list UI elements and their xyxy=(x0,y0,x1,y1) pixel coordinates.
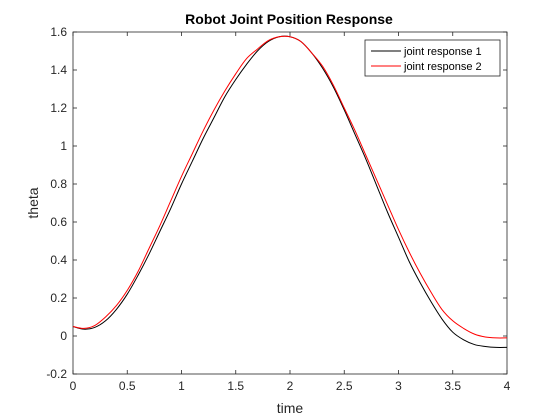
x-tick-label: 3 xyxy=(395,379,402,393)
series-layer xyxy=(72,35,508,348)
x-tick-label: 2 xyxy=(287,379,294,393)
y-tick-label: 0.6 xyxy=(50,215,67,229)
y-tick-label: 1.2 xyxy=(50,101,67,115)
x-tick-label: 2.5 xyxy=(336,379,353,393)
legend: joint response 1 joint response 2 xyxy=(364,39,501,77)
plot-area xyxy=(72,31,508,375)
y-axis-label: theta xyxy=(25,187,41,218)
y-tick-label: 1 xyxy=(60,139,67,153)
legend-label-1: joint response 1 xyxy=(403,46,482,58)
series-line-2 xyxy=(72,35,508,339)
y-tick-label: 0.4 xyxy=(50,253,67,267)
x-tick-label: 0.5 xyxy=(119,379,136,393)
y-tick-label: 1.6 xyxy=(50,25,67,39)
x-tick-label: 1 xyxy=(178,379,185,393)
y-tick-label: 0.2 xyxy=(50,291,67,305)
x-tick-label: 0 xyxy=(70,379,77,393)
x-axis-ticks: 0 0.5 1 1.5 2 2.5 3 3.5 4 xyxy=(70,32,511,393)
x-tick-label: 1.5 xyxy=(227,379,244,393)
legend-box xyxy=(364,39,501,77)
y-tick-label: 1.4 xyxy=(50,63,67,77)
y-tick-label: -0.2 xyxy=(46,367,67,381)
legend-label-2: joint response 2 xyxy=(403,61,482,73)
x-tick-label: 4 xyxy=(504,379,511,393)
x-axis-label: time xyxy=(277,400,304,416)
y-tick-label: 0.8 xyxy=(50,177,67,191)
y-axis-ticks: -0.2 0 0.2 0.4 0.6 0.8 1 1.2 1.4 1.6 xyxy=(46,25,507,381)
y-tick-label: 0 xyxy=(60,329,67,343)
x-tick-label: 3.5 xyxy=(444,379,461,393)
chart-title: Robot Joint Position Response xyxy=(185,11,393,27)
